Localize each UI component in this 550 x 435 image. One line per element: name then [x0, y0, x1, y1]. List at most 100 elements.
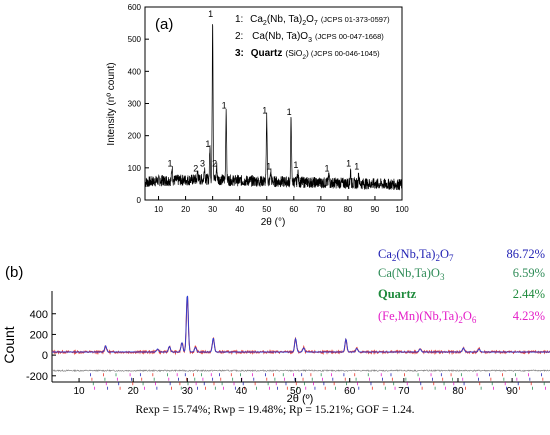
legend-a-1-sub2: 2 — [302, 20, 306, 27]
panel-a-peak-label: 1 — [266, 162, 271, 172]
panel-a-peak-label: 1 — [346, 158, 351, 168]
legend-a-3-close: ) — [306, 48, 309, 58]
legend-b-1-base: Ca — [378, 247, 392, 261]
panel-b-x-tick-label: 60 — [344, 386, 356, 397]
legend-a-3-sub1: 2 — [302, 54, 306, 61]
panel-a-peak-label: 3 — [200, 158, 205, 168]
panel-b-y-tick-label: 400 — [30, 309, 48, 321]
legend-b-2-base: Ca(Nb,Ta)O — [378, 266, 440, 280]
legend-b-4-sub1: 2 — [458, 315, 463, 325]
panel-a-x-tick-label: 20 — [181, 205, 190, 214]
panel-a-y-tick-label: 200 — [128, 132, 142, 141]
legend-b-3-base: Quartz — [378, 287, 417, 301]
panel-a-legend: 1: Ca2(Nb, Ta)2O7 (JCPS 01-373-0597) 2: C… — [235, 14, 390, 61]
legend-b-entry-4: (Fe,Mn)(Nb,Ta)2O6 — [378, 309, 477, 325]
legend-a-3-phase: Quartz — [251, 48, 283, 59]
legend-b-1-sub3: 7 — [449, 253, 454, 263]
panel-a-x-tick-label: 30 — [208, 205, 217, 214]
panel-a-x-tick-label: 90 — [370, 205, 379, 214]
panel-a-peak-label: 1 — [262, 105, 267, 115]
legend-b-4-sub2: 6 — [472, 315, 477, 325]
panel-b-x-axis-label: 2θ (º) — [287, 393, 314, 405]
panel-b-y-axis-label: Count — [1, 326, 17, 363]
legend-b-4-pct: 4.23% — [513, 309, 545, 323]
panel-b-legend: Ca2(Nb,Ta)2O7 86.72% Ca(Nb,Ta)O3 6.59% Q… — [378, 247, 545, 325]
difference-curve — [51, 369, 550, 373]
legend-a-1-sub1: 2 — [263, 20, 267, 27]
panel-a-data — [144, 24, 403, 191]
panel-a-x-tick-label: 80 — [343, 205, 352, 214]
legend-a-3-ref: (JCPS 00-046-1045) — [311, 49, 380, 58]
panel-a-y-tick-label: 400 — [128, 67, 142, 76]
panel-b-x-tick-label: 30 — [182, 386, 194, 397]
panel-a-peak-label: 2 — [193, 163, 198, 173]
legend-b-1-sub2: 2 — [435, 253, 440, 263]
panel-a-x-tick-label: 50 — [262, 205, 271, 214]
refinement-statistics: Rexp = 15.74%; Rwp = 19.48%; Rp = 15.21%… — [135, 404, 415, 416]
panel-b-x-tick-label: 70 — [398, 386, 410, 397]
legend-a-entry-3: 3: Quartz (SiO2) (JCPS 00-046-1045) — [235, 48, 380, 61]
legend-b-1-tail: O — [440, 247, 449, 261]
legend-b-entry-2: Ca(Nb,Ta)O3 — [378, 266, 445, 282]
legend-a-2-phase: Ca(Nb, Ta)O — [252, 31, 308, 42]
panel-a-peak-label: 1 — [168, 158, 173, 168]
legend-b-4-base: (Fe,Mn)(Nb,Ta) — [378, 309, 458, 323]
panel-b-x-tick-label: 90 — [507, 386, 519, 397]
panel-a-y-tick-label: 100 — [128, 164, 142, 173]
panel-a-peak-label: 1 — [208, 9, 213, 19]
panel-b-x-tick-label: 50 — [290, 386, 302, 397]
legend-a-2-num: 2: — [235, 31, 243, 42]
panel-a-y-axis-label: Intensity (nº count) — [106, 62, 117, 145]
legend-b-entry-1: Ca2(Nb,Ta)2O7 — [378, 247, 454, 263]
panel-a-ticks: 10 20 30 40 50 60 70 80 90 100 0 100 200 300 400 500 600 — [128, 3, 410, 214]
panel-a-peak-label: 1 — [293, 160, 298, 170]
legend-b-4-tail: O — [463, 309, 472, 323]
legend-b-1-mid: (Nb,Ta) — [396, 247, 435, 261]
legend-b-2-sub1: 3 — [440, 272, 445, 282]
panel-a-peak-label: 1 — [222, 101, 227, 111]
legend-a-1-phase: Ca — [250, 14, 263, 25]
legend-a-2-sub1: 3 — [308, 37, 312, 44]
legend-a-1-tail: O — [306, 14, 314, 25]
legend-b-1-pct: 86.72% — [506, 247, 545, 261]
legend-b-2-pct: 6.59% — [513, 266, 545, 280]
legend-a-entry-1: 1: Ca2(Nb, Ta)2O7 (JCPS 01-373-0597) — [235, 14, 390, 27]
panel-a-peak-label: 1 — [205, 139, 210, 149]
panel-b-reflection-ticks — [90, 373, 546, 390]
panel-a-y-tick-label: 300 — [128, 100, 142, 109]
panel-b-data — [51, 295, 550, 356]
panel-b-x-tick-label: 10 — [74, 386, 86, 397]
panel-b-y-tick-label: 200 — [30, 329, 48, 341]
panel-a-x-tick-label: 70 — [316, 205, 325, 214]
panel-a-y-tick-label: 500 — [128, 35, 142, 44]
panel-a-x-tick-label: 60 — [289, 205, 298, 214]
panel-b-chart: 10 20 30 40 50 60 70 80 90 -200 0 200 400 (b) 2θ (º)… — [1, 247, 550, 405]
panel-b-x-tick-label: 80 — [452, 386, 464, 397]
panel-b-y-tick-label: 0 — [42, 350, 48, 362]
panel-a-x-tick-label: 10 — [154, 205, 163, 214]
panel-a-peak-label: 2 — [212, 158, 217, 168]
panel-a-x-axis-label: 2θ (°) — [261, 217, 286, 228]
panel-b-x-tick-label: 40 — [236, 386, 248, 397]
legend-a-3-formula: (SiO — [285, 48, 302, 58]
panel-a-chart: 10 20 30 40 50 60 70 80 90 100 0 100 200 300 400 500 600… — [106, 3, 409, 228]
legend-b-1-sub1: 2 — [392, 253, 397, 263]
panel-a-peak-label: 1 — [324, 163, 329, 173]
panel-b-label: (b) — [5, 264, 23, 281]
panel-a-peak-label: 1 — [354, 162, 359, 172]
legend-a-3-num: 3: — [235, 48, 244, 59]
panel-a-x-tick-label: 100 — [395, 205, 409, 214]
panel-b-y-tick-label: -200 — [26, 371, 48, 383]
panel-b-x-tick-label: 20 — [128, 386, 140, 397]
panel-a-y-tick-label: 600 — [128, 3, 142, 12]
legend-a-1-sub3: 7 — [314, 20, 318, 27]
legend-b-3-pct: 2.44% — [513, 287, 545, 301]
panel-a-x-tick-label: 40 — [235, 205, 244, 214]
panel-a-y-tick-label: 0 — [137, 196, 142, 205]
legend-a-entry-2: 2: Ca(Nb, Ta)O3 (JCPS 00-047-1668) — [235, 31, 384, 44]
calculated-curve — [52, 295, 550, 353]
legend-a-1-mid: (Nb, Ta) — [267, 14, 302, 25]
legend-a-2-ref: (JCPS 00-047-1668) — [315, 32, 384, 41]
